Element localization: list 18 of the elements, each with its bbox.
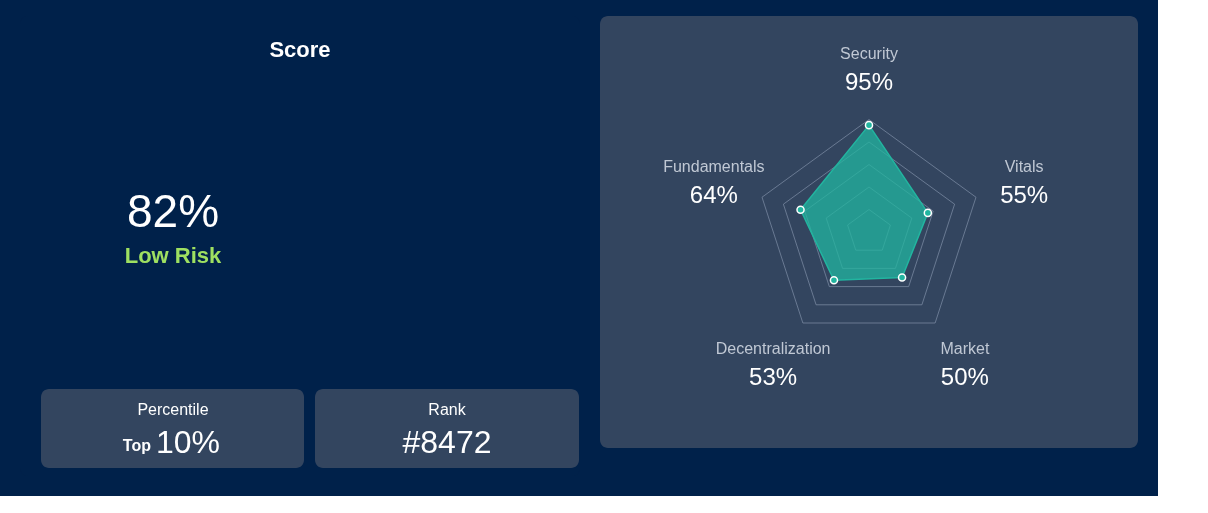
text: 55% — [1000, 180, 1049, 208]
spoke-label: Market — [940, 339, 990, 357]
text: Low Risk — [124, 243, 223, 268]
text: 82% — [126, 185, 220, 237]
text: 53% — [749, 362, 798, 390]
text: 50% — [940, 362, 989, 390]
text: 10% — [156, 424, 221, 460]
text: #8472 — [402, 424, 492, 460]
text: Score — [269, 37, 331, 62]
spoke-label: Fundamentals — [663, 157, 765, 175]
text: Rank — [428, 401, 467, 418]
text: 95% — [844, 67, 894, 95]
text: 64% — [689, 180, 738, 208]
text: Top — [122, 437, 152, 454]
spoke-label: Decentralization — [715, 339, 831, 357]
spoke-label: Vitals — [1004, 157, 1044, 175]
text: Percentile — [137, 401, 209, 418]
spoke-label: Security — [840, 44, 898, 62]
